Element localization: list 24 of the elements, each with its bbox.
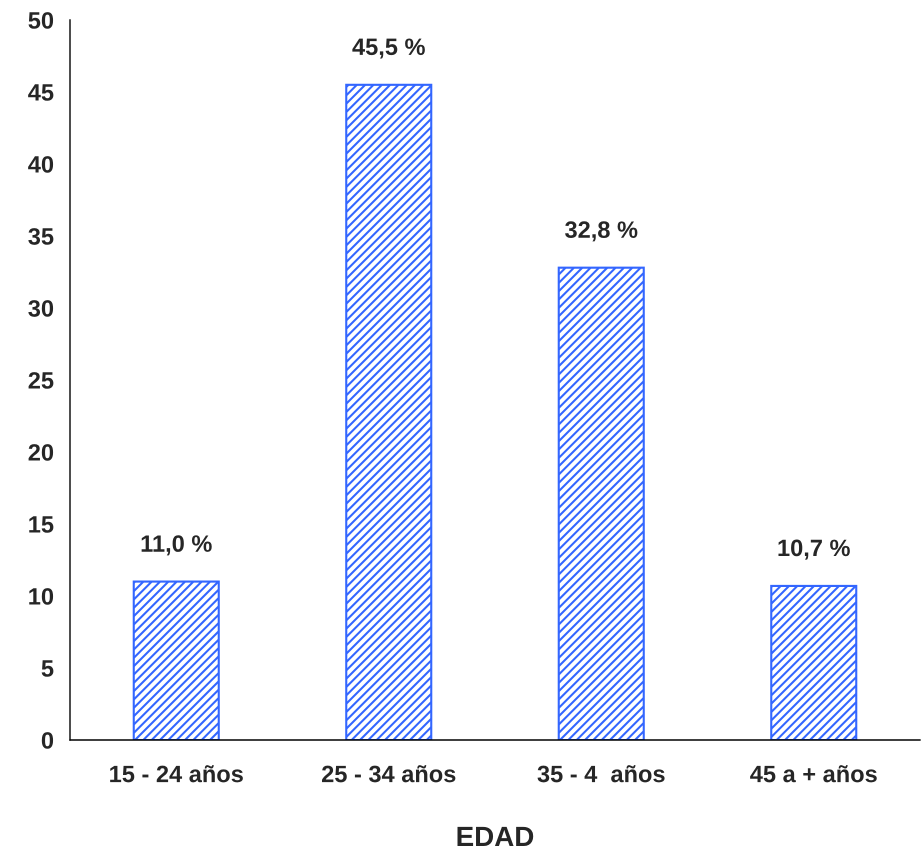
bar: [770, 584, 858, 740]
x-tick-label: 15 - 24 años: [110, 765, 243, 782]
data-label: 45,5 %: [352, 38, 425, 59]
y-tick-label: 25: [28, 372, 54, 389]
x-tick-label: 35 - 4 años: [537, 765, 665, 782]
y-tick-label: 40: [28, 156, 54, 173]
y-tick-label: 15: [29, 516, 54, 533]
y-tick-label: 10: [29, 588, 54, 605]
x-axis-title: EDAD: [458, 826, 534, 846]
bar: [558, 266, 645, 740]
y-tick-label: 35: [28, 228, 54, 245]
bar: [345, 84, 432, 740]
x-tick-label: 45 a + años: [750, 765, 877, 782]
x-tick-label: 25 - 34 años: [322, 765, 456, 782]
bar: [132, 580, 220, 740]
y-tick-label: 45: [28, 84, 54, 101]
y-tick-label: 20: [28, 444, 54, 461]
y-tick-label: 5: [42, 660, 54, 677]
data-label: 11,0 %: [142, 535, 212, 556]
y-tick-label: 0: [42, 732, 54, 749]
data-label: 10,7 %: [778, 540, 850, 560]
data-label: 32,8 %: [565, 221, 638, 242]
y-tick-label: 30: [28, 300, 54, 317]
y-tick-label: 50: [28, 12, 54, 29]
